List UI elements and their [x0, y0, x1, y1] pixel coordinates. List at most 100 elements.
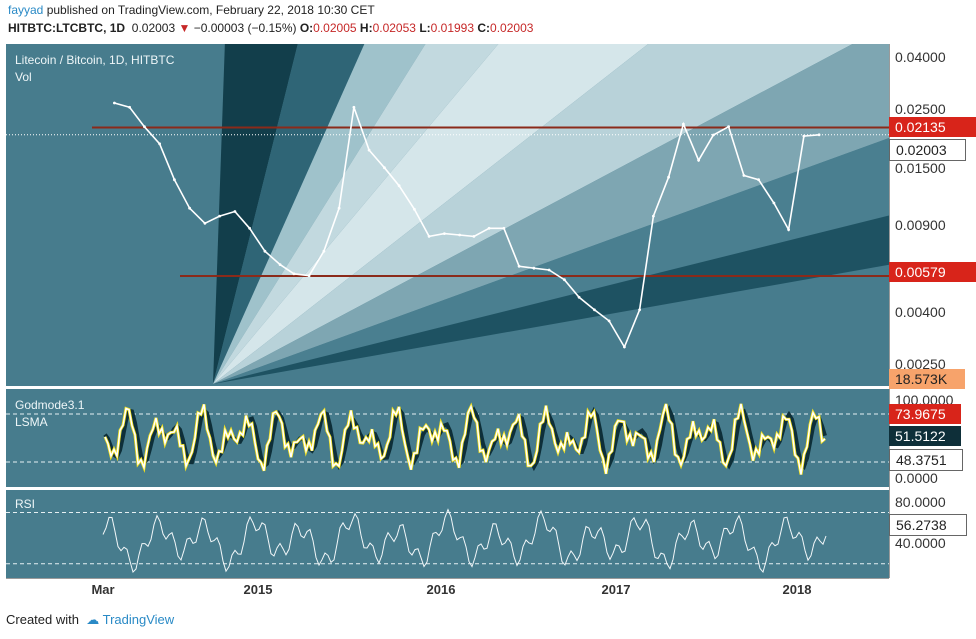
lsma-value-tag: 51.5122	[889, 426, 961, 446]
last-price-tag: 0.02003	[889, 139, 966, 161]
open-label: O:	[299, 21, 314, 35]
godmode-value-tag: 73.9675	[889, 404, 961, 424]
down-arrow-icon: ▼	[178, 21, 191, 35]
price-point	[638, 308, 641, 312]
y-tick-label: 80.0000	[895, 494, 946, 510]
price-point	[817, 133, 821, 137]
godmode-title: Godmode3.1	[15, 398, 85, 412]
rsi-line	[102, 508, 827, 574]
price-point	[188, 206, 192, 210]
price-point	[577, 295, 581, 299]
price-point	[143, 125, 146, 129]
price-point	[623, 345, 626, 349]
x-tick-label: Mar	[91, 582, 115, 597]
price-point	[727, 125, 730, 129]
author-link[interactable]: fayyad	[8, 3, 44, 17]
price-point	[682, 122, 685, 126]
price-point	[397, 184, 401, 188]
fan-band	[213, 44, 889, 384]
time-axis[interactable]	[6, 578, 889, 603]
ohlc-line: HITBTC:LTCBTC, 1D 0.02003 ▼ −0.00003 (−0…	[8, 21, 533, 35]
price-change: −0.00003 (−0.15%)	[193, 21, 297, 35]
low-label: L:	[419, 21, 431, 35]
price-point	[278, 263, 282, 266]
fan-band	[213, 137, 889, 384]
price-point	[517, 264, 521, 268]
godmode-white-line	[104, 403, 826, 475]
rsi-title: RSI	[15, 497, 36, 511]
high-value: 0.02053	[372, 21, 416, 35]
price-point	[712, 133, 715, 137]
price-point	[787, 228, 790, 232]
y-tick-label: 0.02500	[895, 101, 946, 117]
price-point	[158, 142, 162, 146]
price-point	[113, 101, 116, 105]
price-series-line	[114, 102, 820, 349]
price-point	[443, 232, 446, 236]
x-tick-label: 2018	[782, 582, 812, 597]
x-tick-label: 2016	[426, 582, 456, 597]
publish-text: published on TradingView.com, February 2…	[46, 3, 375, 17]
y-tick-label: 0.0000	[895, 470, 938, 486]
rsi-value-tag: 56.2738	[889, 514, 967, 536]
price-point	[322, 249, 326, 253]
fan-band	[213, 44, 426, 384]
resistance-price-tag: 0.02135	[889, 117, 976, 137]
price-point	[367, 148, 371, 152]
price-point	[307, 274, 311, 278]
price-point	[772, 201, 776, 205]
y-tick-label: 0.00400	[895, 304, 946, 320]
price-point	[173, 178, 176, 182]
price-point	[383, 166, 386, 170]
lsma-title: LSMA	[15, 415, 48, 429]
last-price: 0.02003	[131, 21, 176, 35]
fan-band	[213, 215, 889, 384]
price-point	[458, 233, 461, 237]
close-value: 0.02003	[490, 21, 534, 35]
price-point	[248, 226, 252, 230]
price-point	[802, 134, 806, 138]
open-value: 0.02005	[313, 21, 357, 35]
price-point	[487, 226, 491, 230]
price-point	[502, 226, 506, 230]
y-tick-label: 0.00900	[895, 217, 946, 233]
x-tick-label: 2015	[243, 582, 273, 597]
price-point	[352, 105, 356, 109]
price-point	[263, 249, 267, 253]
symbol-label: HITBTC:LTCBTC, 1D	[8, 21, 126, 35]
price-point	[563, 278, 566, 282]
price-point	[607, 319, 611, 323]
price-point	[532, 266, 536, 270]
y-tick-label: 0.01500	[895, 160, 946, 176]
price-point	[427, 235, 431, 238]
price-point	[233, 210, 237, 213]
price-point	[128, 105, 132, 109]
price-point	[472, 235, 476, 238]
y-tick-label: 40.0000	[895, 535, 946, 551]
price-point	[292, 272, 296, 276]
publish-info: fayyad published on TradingView.com, Feb…	[8, 3, 375, 17]
godmode-low-tag: 48.3751	[889, 449, 963, 471]
price-point	[203, 221, 207, 225]
gann-fan	[213, 44, 889, 384]
high-label: H:	[359, 21, 373, 35]
price-axis-border	[889, 44, 890, 578]
price-point	[218, 214, 222, 218]
price-point	[547, 268, 551, 272]
price-point	[413, 207, 416, 211]
close-label: C:	[477, 21, 491, 35]
price-point	[697, 158, 700, 162]
volume-title: Vol	[15, 70, 32, 84]
tradingview-link[interactable]: TradingView	[102, 612, 175, 627]
created-with-text: Created with	[6, 612, 79, 627]
y-tick-label: 0.00250	[895, 356, 946, 372]
price-point	[757, 178, 760, 182]
y-tick-label: 0.04000	[895, 49, 946, 65]
price-point	[593, 308, 596, 312]
symbol-title: Litecoin / Bitcoin, 1D, HITBTC	[15, 53, 175, 67]
footer: Created with ☁ TradingView	[6, 612, 174, 628]
support-price-tag: 0.00579	[889, 262, 976, 282]
price-point	[742, 174, 746, 177]
volume-tag: 18.573K	[889, 369, 965, 389]
low-value: 0.01993	[430, 21, 475, 35]
